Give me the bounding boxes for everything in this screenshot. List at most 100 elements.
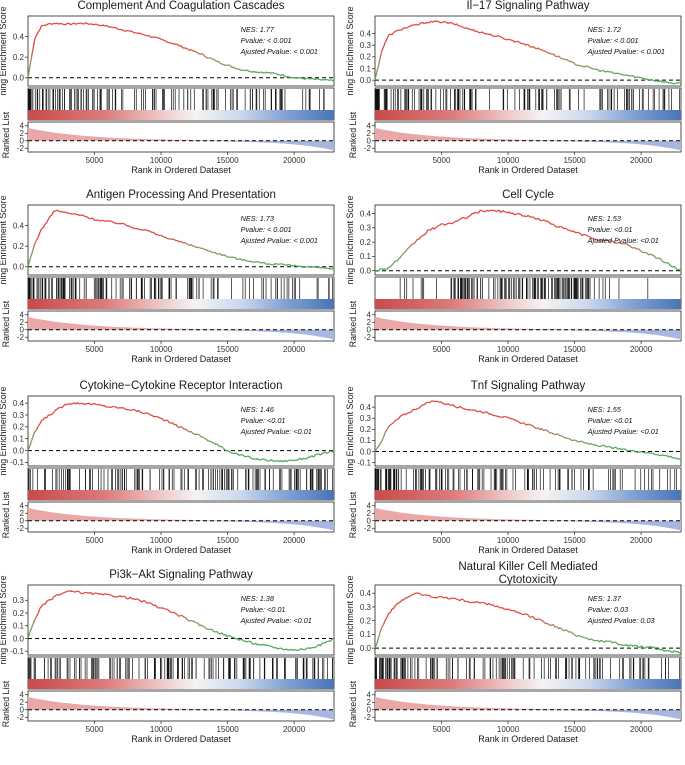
x-tick-label: 10000 [150, 536, 173, 545]
stat-text: Ajusted Pvalue: <0.01 [587, 427, 659, 436]
es-curve-segment [415, 407, 418, 411]
es-curve-segment [561, 628, 565, 632]
es-curve-segment [309, 646, 313, 649]
es-curve-segment [85, 591, 88, 594]
es-curve-segment [434, 227, 437, 230]
es-curve-segment [206, 249, 209, 252]
es-curve-segment [93, 23, 97, 26]
es-curve-segment [602, 69, 605, 72]
es-curve-segment [323, 267, 326, 269]
es-curve-segment [624, 448, 628, 451]
es-curve-segment [583, 441, 586, 444]
es-curve-segment [621, 448, 624, 451]
es-curve-segment [196, 51, 199, 54]
es-curve-segment [82, 402, 85, 405]
es-curve-segment [161, 418, 165, 422]
es-curve-segment [554, 55, 558, 58]
es-curve-segment [252, 457, 255, 460]
es-curve-segment [238, 258, 241, 260]
rank-y-tick-label: 0 [20, 326, 25, 335]
es-curve-segment [279, 459, 282, 463]
es-curve-segment [102, 593, 105, 596]
es-curve-segment [556, 55, 559, 58]
ranked-positive-area [375, 697, 681, 710]
es-curve-segment [320, 453, 323, 456]
ranked-list-frame [374, 121, 682, 153]
es-curve-segment [182, 427, 185, 430]
es-curve-segment [497, 35, 500, 37]
es-curve-segment [263, 458, 267, 461]
es-curve-segment [315, 78, 318, 81]
es-curve-segment [532, 425, 536, 429]
es-curve-segment [571, 632, 575, 635]
es-curve-segment [187, 243, 190, 246]
es-curve-segment [255, 642, 258, 646]
es-curve-segment [58, 593, 61, 596]
es-curve-segment [382, 432, 386, 438]
es-curve-segment [99, 592, 102, 595]
es-curve-segment [30, 249, 34, 256]
es-y-tick-label: 0.3 [13, 596, 25, 605]
es-curve-segment [476, 600, 480, 604]
es-curve-segment [61, 405, 65, 409]
es-curve-segment [75, 590, 78, 593]
es-curve-segment [413, 592, 417, 595]
es-y-tick-label: 0.2 [360, 238, 372, 247]
es-curve-segment [656, 648, 660, 651]
es-curve-segment [76, 401, 80, 405]
stat-text: Pvalue: 0.03 [588, 605, 629, 614]
es-curve-segment [30, 48, 34, 58]
es-curve-segment [670, 82, 673, 85]
es-curve-segment [315, 453, 318, 456]
es-curve-segment [107, 25, 110, 28]
es-curve-segment [54, 22, 58, 25]
es-curve-segment [65, 211, 68, 214]
es-curve-segment [425, 229, 429, 234]
es-curve-segment [386, 613, 390, 618]
es-plot-frame [27, 204, 335, 276]
es-curve-segment [543, 429, 546, 432]
es-curve-segment [422, 21, 425, 25]
es-curve-segment [451, 222, 454, 225]
es-y-axis-label: ning Enrichment Score [0, 575, 8, 664]
gsea-panel: Pi3k−Akt Signaling Pathway -0.1 0.0 0.1 0.2 0… [0, 569, 335, 744]
es-curve-segment [224, 449, 228, 452]
es-curve-segment [156, 37, 160, 39]
es-curve-segment [39, 228, 43, 233]
es-curve-segment [129, 596, 133, 600]
x-tick-label: 20000 [283, 536, 306, 545]
es-curve-segment [418, 405, 422, 409]
es-curve-segment [457, 405, 461, 409]
es-curve-segment [598, 639, 602, 643]
es-curve-segment [600, 69, 604, 72]
es-curve-segment [466, 27, 469, 30]
es-y-tick-label: 0.2 [13, 53, 25, 62]
es-curve-segment [547, 431, 551, 434]
es-curve-segment [461, 407, 464, 410]
es-curve-segment [514, 213, 517, 216]
es-curve-segment [54, 593, 58, 597]
es-curve-segment [626, 643, 629, 647]
es-curve-segment [420, 21, 423, 24]
es-curve-segment [587, 637, 590, 641]
ranked-y-axis-label: Ranked List [1, 111, 11, 158]
es-curve-segment [158, 416, 161, 419]
es-curve-segment [552, 624, 556, 628]
es-curve-segment [575, 439, 578, 442]
es-curve-segment [236, 452, 240, 456]
es-curve-segment [650, 645, 653, 648]
es-curve-segment [248, 455, 252, 459]
es-curve-segment [382, 42, 386, 48]
es-curve-segment [447, 22, 451, 25]
es-curve-segment [325, 640, 328, 643]
rank-y-tick-label: 0 [367, 706, 372, 715]
es-curve-segment [437, 595, 440, 598]
es-curve-segment [97, 219, 100, 222]
es-curve-segment [428, 594, 432, 598]
es-curve-segment [663, 80, 667, 83]
es-curve-segment [617, 447, 621, 450]
es-curve-segment [275, 647, 279, 650]
es-curve-segment [527, 214, 531, 218]
es-curve-segment [131, 226, 134, 229]
